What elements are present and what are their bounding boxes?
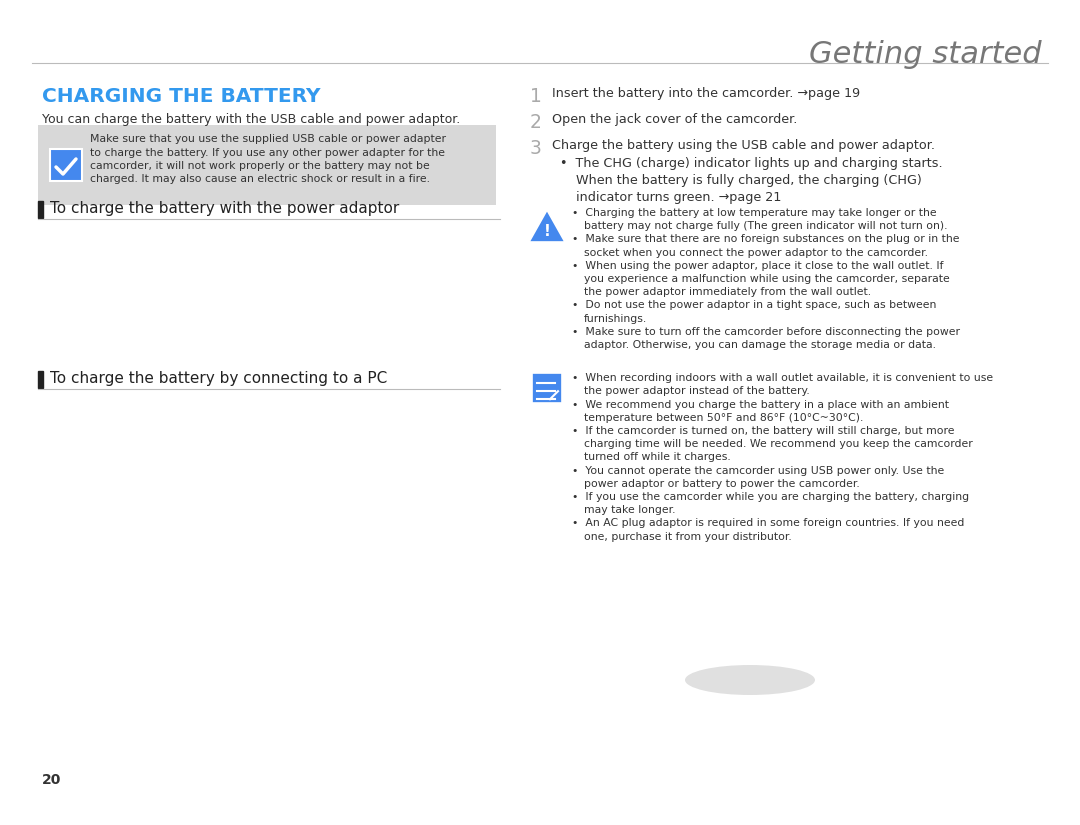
Text: 20: 20	[42, 773, 62, 787]
Polygon shape	[529, 210, 565, 242]
Text: Insert the battery into the camcorder. →page 19: Insert the battery into the camcorder. →…	[552, 87, 860, 100]
Text: •  You cannot operate the camcorder using USB power only. Use the: • You cannot operate the camcorder using…	[572, 465, 944, 475]
Bar	[38, 125, 496, 205]
Text: •  Make sure to turn off the camcorder before disconnecting the power: • Make sure to turn off the camcorder be…	[572, 327, 960, 337]
Text: •  Do not use the power adaptor in a tight space, such as between: • Do not use the power adaptor in a tigh…	[572, 300, 936, 310]
Text: may take longer.: may take longer.	[584, 505, 675, 515]
Text: 3: 3	[530, 139, 542, 158]
Text: •  If the camcorder is turned on, the battery will still charge, but more: • If the camcorder is turned on, the bat…	[572, 426, 955, 436]
Text: one, purchase it from your distributor.: one, purchase it from your distributor.	[584, 531, 792, 541]
Text: To charge the battery by connecting to a PC: To charge the battery by connecting to a…	[50, 371, 388, 386]
Text: !: !	[543, 224, 551, 239]
Bar	[532, 373, 562, 403]
Text: CHARGING THE BATTERY: CHARGING THE BATTERY	[42, 87, 321, 106]
Text: charged. It may also cause an electric shock or result in a fire.: charged. It may also cause an electric s…	[90, 175, 430, 185]
Text: temperature between 50°F and 86°F (10°C~30°C).: temperature between 50°F and 86°F (10°C~…	[584, 412, 863, 422]
Text: battery may not charge fully (The green indicator will not turn on).: battery may not charge fully (The green …	[584, 221, 947, 231]
Text: •  When recording indoors with a wall outlet available, it is convenient to use: • When recording indoors with a wall out…	[572, 373, 994, 383]
Text: Getting started: Getting started	[809, 40, 1042, 69]
Text: 1: 1	[530, 87, 542, 106]
Text: camcorder, it will not work properly or the battery may not be: camcorder, it will not work properly or …	[90, 161, 430, 171]
Bar	[38, 201, 43, 218]
Text: You can charge the battery with the USB cable and power adaptor.: You can charge the battery with the USB …	[42, 113, 460, 126]
Text: you experience a malfunction while using the camcorder, separate: you experience a malfunction while using…	[584, 274, 949, 284]
Text: charging time will be needed. We recommend you keep the camcorder: charging time will be needed. We recomme…	[584, 439, 973, 449]
Text: 2: 2	[530, 113, 542, 132]
Text: •  We recommend you charge the battery in a place with an ambient: • We recommend you charge the battery in…	[572, 399, 949, 409]
Text: indicator turns green. →page 21: indicator turns green. →page 21	[576, 191, 781, 204]
Text: furnishings.: furnishings.	[584, 314, 647, 323]
Text: •  When using the power adaptor, place it close to the wall outlet. If: • When using the power adaptor, place it…	[572, 261, 944, 271]
Text: To charge the battery with the power adaptor: To charge the battery with the power ada…	[50, 201, 400, 216]
Text: socket when you connect the power adaptor to the camcorder.: socket when you connect the power adapto…	[584, 248, 928, 257]
Ellipse shape	[685, 665, 815, 695]
Text: Charge the battery using the USB cable and power adaptor.: Charge the battery using the USB cable a…	[552, 139, 935, 152]
Text: •  An AC plug adaptor is required in some foreign countries. If you need: • An AC plug adaptor is required in some…	[572, 518, 964, 528]
Text: to charge the battery. If you use any other power adapter for the: to charge the battery. If you use any ot…	[90, 148, 445, 158]
Text: Open the jack cover of the camcorder.: Open the jack cover of the camcorder.	[552, 113, 797, 126]
Text: turned off while it charges.: turned off while it charges.	[584, 452, 731, 462]
Text: the power adaptor immediately from the wall outlet.: the power adaptor immediately from the w…	[584, 287, 872, 297]
Bar	[50, 149, 82, 181]
Text: When the battery is fully charged, the charging (CHG): When the battery is fully charged, the c…	[576, 174, 921, 187]
Text: the power adaptor instead of the battery.: the power adaptor instead of the battery…	[584, 386, 810, 396]
Text: •  Make sure that there are no foreign substances on the plug or in the: • Make sure that there are no foreign su…	[572, 234, 959, 244]
Bar	[38, 371, 43, 388]
Text: •  Charging the battery at low temperature may take longer or the: • Charging the battery at low temperatur…	[572, 208, 936, 218]
Text: Make sure that you use the supplied USB cable or power adapter: Make sure that you use the supplied USB …	[90, 134, 446, 144]
Text: •  If you use the camcorder while you are charging the battery, charging: • If you use the camcorder while you are…	[572, 492, 969, 502]
Text: power adaptor or battery to power the camcorder.: power adaptor or battery to power the ca…	[584, 478, 860, 488]
Text: •  The CHG (charge) indicator lights up and charging starts.: • The CHG (charge) indicator lights up a…	[561, 157, 943, 170]
Text: adaptor. Otherwise, you can damage the storage media or data.: adaptor. Otherwise, you can damage the s…	[584, 340, 936, 350]
